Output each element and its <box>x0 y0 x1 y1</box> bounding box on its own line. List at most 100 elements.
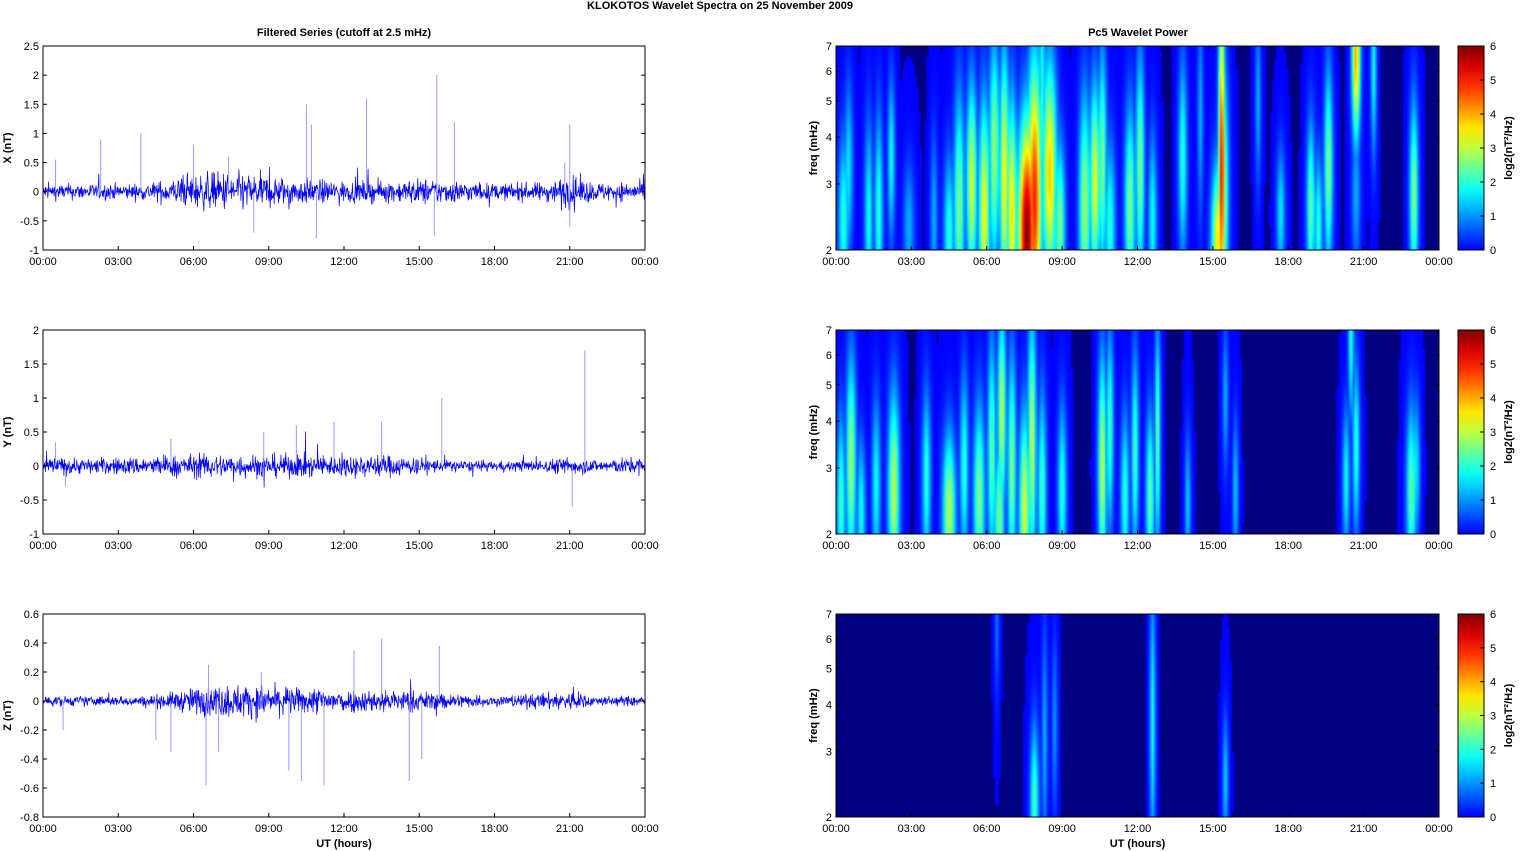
ytick-label: 3 <box>826 746 832 758</box>
plot-area <box>43 614 645 817</box>
y-axis-label: Z (nT) <box>2 700 14 731</box>
colorbar-tick-label: 1 <box>1490 211 1496 223</box>
ytick-label: 1.5 <box>24 359 39 371</box>
series-panel-y: -1 -0.5 0 0.5 1 1.5 2 00:00 03:00 06:00 09:00 12:00… <box>2 325 659 552</box>
wavelet-xtick-label: 03:00 <box>898 256 926 268</box>
wavelet-xtick-label: 18:00 <box>1274 823 1302 835</box>
colorbar-tick-label: 4 <box>1490 677 1496 689</box>
wavelet-xtick-label: 03:00 <box>898 540 926 552</box>
series-xtick-label: 00:00 <box>29 823 57 835</box>
wavelet-xtick-label: 06:00 <box>973 256 1001 268</box>
ytick-label: 2 <box>33 70 39 82</box>
colorbar-tick-label: 2 <box>1490 177 1496 189</box>
x-axis-label: UT (hours) <box>1110 838 1166 850</box>
colorbar-tick-label: 6 <box>1490 609 1496 621</box>
ytick-label: 6 <box>826 350 832 362</box>
ytick-label: 4 <box>826 416 832 428</box>
series-xtick-label: 09:00 <box>255 823 283 835</box>
colorbar-tick-label: 4 <box>1490 109 1496 121</box>
ytick-label: -1 <box>29 529 39 541</box>
ytick-label: 1 <box>33 393 39 405</box>
plot-area <box>43 46 645 250</box>
ytick-label: 1.5 <box>24 99 39 111</box>
series-xtick-label: 21:00 <box>556 823 584 835</box>
ytick-label: 2 <box>826 529 832 541</box>
wavelet-xtick-label: 18:00 <box>1274 256 1302 268</box>
series-xtick-label: 03:00 <box>104 823 132 835</box>
ytick-label: 2 <box>826 245 832 257</box>
figure-title: KLOKOTOS Wavelet Spectra on 25 November … <box>587 0 853 12</box>
wavelet-xtick-label: 00:00 <box>1425 256 1453 268</box>
ytick-label: -0.5 <box>20 216 39 228</box>
series-panel-z: -0.8 -0.6 -0.4 -0.2 0 0.2 0.4 0.6 00:00 03:00 06:0… <box>2 609 659 850</box>
colorbar: 0 1 2 3 4 5 6 log2(nT²/Hz) <box>1457 325 1515 541</box>
ytick-label: 3 <box>826 463 832 475</box>
wavelet-xtick-label: 09:00 <box>1048 540 1076 552</box>
wavelet-xtick-label: 12:00 <box>1124 823 1152 835</box>
colorbar-tick-label: 0 <box>1490 245 1496 257</box>
y-axis-label: freq (mHz) <box>808 404 820 459</box>
ytick-label: -0.4 <box>20 754 39 766</box>
ytick-label: -0.6 <box>20 783 39 795</box>
series-xtick-label: 00:00 <box>29 540 57 552</box>
ytick-label: 1 <box>33 128 39 140</box>
colorbar-label: log2(nT²/Hz) <box>1503 683 1515 747</box>
right-column-title: Pc5 Wavelet Power <box>1088 27 1189 39</box>
series-xtick-label: 00:00 <box>631 540 659 552</box>
colorbar-tick-label: 1 <box>1490 778 1496 790</box>
ytick-label: 4 <box>826 700 832 712</box>
series-xtick-label: 00:00 <box>631 256 659 268</box>
series-xtick-label: 12:00 <box>330 823 358 835</box>
trace-line <box>42 431 646 488</box>
wavelet-xtick-label: 12:00 <box>1124 540 1152 552</box>
colorbar: 0 1 2 3 4 5 6 log2(nT²/Hz) <box>1457 609 1515 824</box>
y-axis-label: freq (mHz) <box>808 120 820 175</box>
y-axis-label: Y (nT) <box>2 416 14 447</box>
series-xtick-label: 12:00 <box>330 540 358 552</box>
wavelet-xtick-label: 00:00 <box>822 256 850 268</box>
wavelet-panel-z: 2 3 4 5 6 7 00:00 03:00 06:00 09:00 12:00 15:00 18:0… <box>808 609 1515 850</box>
colorbar-scale <box>1457 329 1485 535</box>
colorbar-tick-label: 6 <box>1490 325 1496 337</box>
wavelet-power-map <box>836 614 1439 817</box>
series-xtick-label: 15:00 <box>405 256 433 268</box>
wavelet-xtick-label: 00:00 <box>1425 823 1453 835</box>
colorbar-tick-label: 4 <box>1490 393 1496 405</box>
colorbar-tick-label: 1 <box>1490 495 1496 507</box>
series-xtick-label: 18:00 <box>481 540 509 552</box>
series-xtick-label: 18:00 <box>481 256 509 268</box>
series-xtick-label: 06:00 <box>180 823 208 835</box>
ytick-label: 0.4 <box>24 638 39 650</box>
wavelet-xtick-label: 21:00 <box>1350 540 1378 552</box>
wavelet-xtick-label: 09:00 <box>1048 823 1076 835</box>
ytick-label: 0.5 <box>24 158 39 170</box>
wavelet-xtick-label: 12:00 <box>1124 256 1152 268</box>
ytick-label: 2 <box>33 325 39 337</box>
ytick-label: 7 <box>826 325 832 337</box>
series-xtick-label: 09:00 <box>255 540 283 552</box>
series-xtick-label: 00:00 <box>631 823 659 835</box>
ytick-label: 7 <box>826 609 832 621</box>
series-xtick-label: 21:00 <box>556 540 584 552</box>
ytick-label: 0 <box>33 187 39 199</box>
x-axis-label: UT (hours) <box>316 838 372 850</box>
wavelet-panel-x: 2 3 4 5 6 7 00:00 03:00 06:00 09:00 12:00 15:00 18:0… <box>808 41 1515 268</box>
ytick-label: 5 <box>826 96 832 108</box>
wavelet-xtick-label: 15:00 <box>1199 256 1227 268</box>
colorbar-scale <box>1457 613 1485 818</box>
trace-line <box>42 166 646 213</box>
ytick-label: 2 <box>826 812 832 824</box>
wavelet-xtick-label: 18:00 <box>1274 540 1302 552</box>
panels: -1-0.500.511.522.500:00 03:00 06:00 09:00 12… <box>2 41 1515 850</box>
series-xtick-label: 03:00 <box>104 256 132 268</box>
colorbar: 0 1 2 3 4 5 6 log2(nT²/Hz) <box>1457 41 1515 257</box>
ytick-label: 3 <box>826 179 832 191</box>
colorbar-label: log2(nT²/Hz) <box>1503 400 1515 464</box>
plot-area <box>43 330 645 534</box>
ytick-label: 5 <box>826 380 832 392</box>
colorbar-tick-label: 5 <box>1490 359 1496 371</box>
wavelet-xtick-label: 06:00 <box>973 540 1001 552</box>
colorbar-label: log2(nT²/Hz) <box>1503 116 1515 180</box>
wavelet-xtick-label: 21:00 <box>1350 823 1378 835</box>
series-xtick-label: 15:00 <box>405 540 433 552</box>
